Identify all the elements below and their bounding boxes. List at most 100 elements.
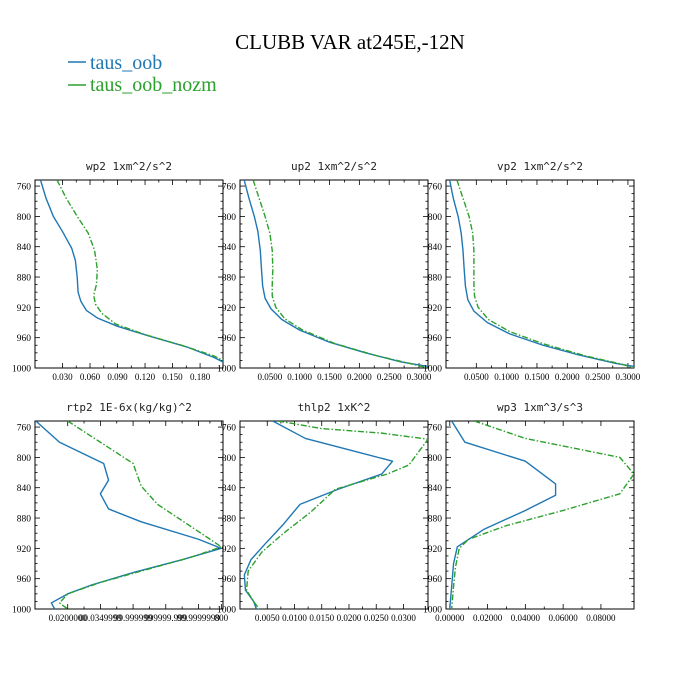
x-tick-label: 0.030 bbox=[52, 372, 73, 382]
x-tick-label: 0.0250 bbox=[364, 613, 389, 623]
plot-frame bbox=[239, 420, 429, 610]
x-tick-label: 0.1500 bbox=[317, 372, 342, 382]
y-tick-label: 880 bbox=[17, 274, 32, 284]
y-tick-label: 760 bbox=[428, 183, 443, 193]
series-line-taus-oob-nozm bbox=[252, 180, 428, 368]
y-tick-label: 840 bbox=[222, 484, 237, 494]
y-tick-label: 840 bbox=[17, 243, 32, 253]
y-tick-label: 1000 bbox=[217, 606, 236, 616]
x-tick-label: 99.9999999 bbox=[177, 613, 220, 623]
series-line-taus-oob-nozm bbox=[456, 180, 634, 368]
x-tick-label: 0.3000 bbox=[616, 372, 641, 382]
y-tick-label: 800 bbox=[222, 213, 237, 223]
x-tick-label: 0.0200000 bbox=[49, 613, 88, 623]
y-tick-label: 760 bbox=[17, 424, 32, 434]
y-tick-label: 1000 bbox=[12, 365, 31, 375]
plot-frame bbox=[34, 179, 224, 369]
y-tick-label: 920 bbox=[222, 545, 237, 555]
y-tick-label: 880 bbox=[17, 515, 32, 525]
y-tick-label: 920 bbox=[17, 304, 32, 314]
y-tick-label: 760 bbox=[17, 183, 32, 193]
y-tick-label: 800 bbox=[222, 454, 237, 464]
plot-frame bbox=[445, 420, 635, 610]
x-tick-label: 800 bbox=[215, 613, 229, 623]
panel-3: vp2 1xm^2/s^2 760 800 840 880 920 960 1000 0.050… bbox=[423, 160, 641, 382]
series-line-taus-oob bbox=[243, 421, 394, 609]
y-tick-label: 840 bbox=[428, 484, 443, 494]
y-tick-label: 1000 bbox=[423, 365, 442, 375]
panel-4: rtp2 1E-6x(kg/kg)^2 760 800 840 880 920 960 100… bbox=[12, 401, 229, 623]
x-tick-label: 0.0200 bbox=[337, 613, 362, 623]
x-tick-label: 0.02000 bbox=[473, 613, 503, 623]
y-tick-label: 920 bbox=[17, 545, 32, 555]
legend: taus_oob taus_oob_nozm bbox=[68, 52, 217, 96]
y-tick-label: 800 bbox=[17, 454, 32, 464]
y-tick-label: 920 bbox=[428, 304, 443, 314]
y-tick-label: 960 bbox=[17, 575, 32, 585]
y-tick-label: 800 bbox=[17, 213, 32, 223]
x-tick-label: 99.999999 bbox=[114, 613, 153, 623]
y-tick-label: 960 bbox=[222, 575, 237, 585]
series-line-taus-oob bbox=[243, 180, 428, 368]
y-tick-label: 760 bbox=[428, 424, 443, 434]
y-tick-label: 960 bbox=[17, 334, 32, 344]
x-tick-label: 0.2000 bbox=[347, 372, 372, 382]
x-tick-label: 0.3000 bbox=[407, 372, 432, 382]
x-tick-label: 0.04000 bbox=[511, 613, 541, 623]
series-line-taus-oob-nozm bbox=[245, 421, 428, 609]
y-tick-label: 800 bbox=[428, 213, 443, 223]
y-tick-label: 960 bbox=[222, 334, 237, 344]
x-tick-label: 0.00000 bbox=[435, 613, 465, 623]
y-tick-label: 840 bbox=[222, 243, 237, 253]
y-tick-label: 880 bbox=[428, 515, 443, 525]
x-tick-label: 0.06000 bbox=[549, 613, 579, 623]
legend-label-taus-oob-nozm: taus_oob_nozm bbox=[90, 74, 217, 96]
panel-title: rtp2 1E-6x(kg/kg)^2 bbox=[66, 401, 192, 414]
series-line-taus-oob-nozm bbox=[450, 421, 634, 609]
series-line-taus-oob-nozm bbox=[56, 180, 223, 362]
series-line-taus-oob bbox=[35, 421, 223, 609]
y-tick-label: 1000 bbox=[217, 365, 236, 375]
x-tick-label: 0.0150 bbox=[309, 613, 334, 623]
x-tick-label: 0.150 bbox=[162, 372, 183, 382]
plot-frame bbox=[445, 179, 635, 369]
x-tick-label: 0.2500 bbox=[377, 372, 402, 382]
y-tick-label: 920 bbox=[222, 304, 237, 314]
panel-6: wp3 1xm^3/s^3 760 800 840 880 920 960 10000.000… bbox=[423, 401, 635, 623]
x-tick-label: 0.08000 bbox=[586, 613, 616, 623]
panel-title: wp3 1xm^3/s^3 bbox=[497, 401, 583, 414]
y-tick-label: 920 bbox=[428, 545, 443, 555]
x-tick-label: 0.0500 bbox=[257, 372, 282, 382]
panel-2: up2 1xm^2/s^2 760 800 840 880 920 960 1000 0.050… bbox=[217, 160, 432, 382]
series-line-taus-oob bbox=[39, 180, 223, 363]
x-tick-label: 0.2500 bbox=[585, 372, 610, 382]
y-tick-label: 960 bbox=[428, 575, 443, 585]
y-tick-label: 760 bbox=[222, 183, 237, 193]
panel-title: wp2 1xm^2/s^2 bbox=[86, 160, 172, 173]
x-tick-label: 0.1000 bbox=[494, 372, 519, 382]
panel-title: vp2 1xm^2/s^2 bbox=[497, 160, 583, 173]
x-tick-label: 0.180 bbox=[190, 372, 211, 382]
y-tick-label: 840 bbox=[17, 484, 32, 494]
y-tick-label: 840 bbox=[428, 243, 443, 253]
series-line-taus-oob bbox=[449, 421, 557, 609]
panel-title: thlp2 1xK^2 bbox=[298, 401, 371, 414]
y-tick-label: 1000 bbox=[423, 606, 442, 616]
plot-frame bbox=[34, 420, 224, 610]
panel-1: wp2 1xm^2/s^2 760 800 840 880 920 960 1000 0.030… bbox=[12, 160, 224, 382]
figure-title: CLUBB VAR at245E,-12N bbox=[235, 30, 465, 54]
plot-frame bbox=[239, 179, 429, 369]
y-tick-label: 880 bbox=[222, 274, 237, 284]
x-tick-label: 0.120 bbox=[135, 372, 156, 382]
x-tick-label: 0.0050 bbox=[255, 613, 280, 623]
panel-title: up2 1xm^2/s^2 bbox=[291, 160, 377, 173]
x-tick-label: 0.090 bbox=[107, 372, 128, 382]
x-tick-label: 0.0300 bbox=[391, 613, 416, 623]
x-tick-label: 0.060 bbox=[80, 372, 101, 382]
series-line-taus-oob bbox=[448, 180, 634, 368]
y-tick-label: 800 bbox=[428, 454, 443, 464]
x-tick-label: 0.1500 bbox=[525, 372, 550, 382]
panels: wp2 1xm^2/s^2 760 800 840 880 920 960 1000 0.030… bbox=[12, 160, 641, 623]
